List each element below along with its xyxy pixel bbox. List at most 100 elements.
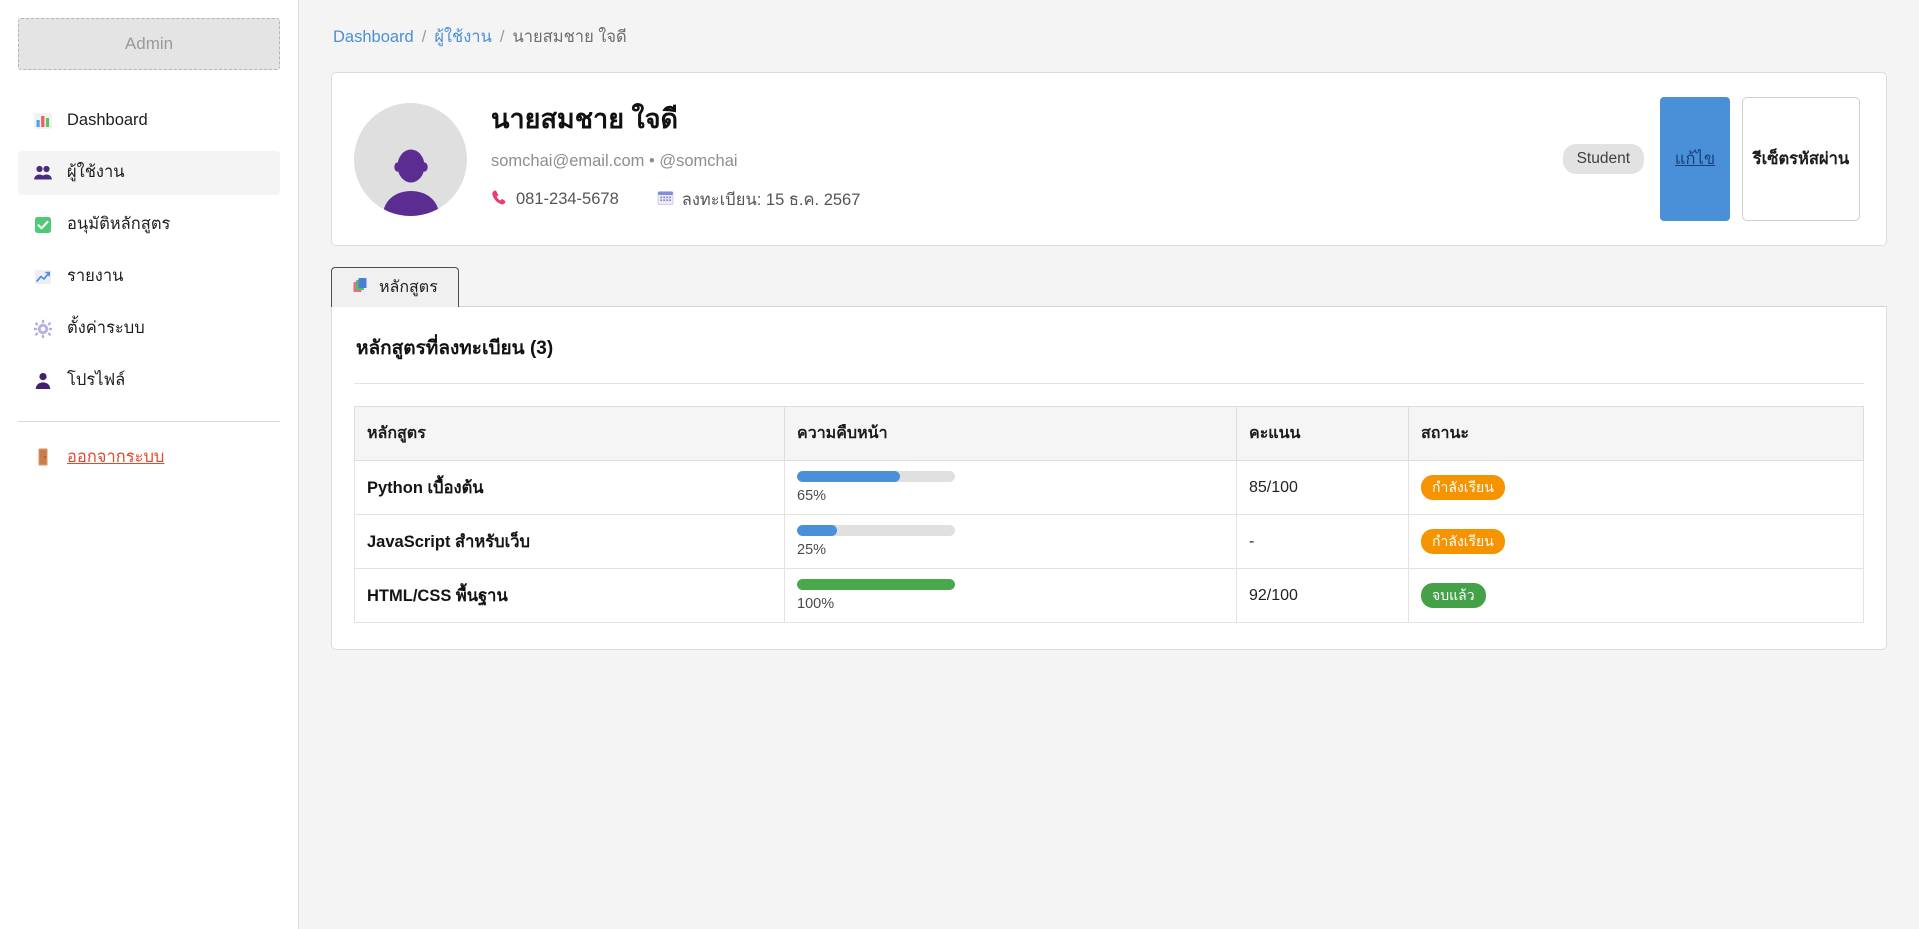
progress-fill [797,471,900,482]
course-name: Python เบื้องต้น [367,478,484,497]
column-header-score[interactable]: คะแนน [1236,406,1409,461]
brand-logo-placeholder: Admin [18,18,280,70]
sidebar-item-label: รายงาน [67,266,124,285]
course-name: HTML/CSS พื้นฐาน [367,586,508,605]
profile-contact-separator: • [648,151,655,170]
cell-progress: 25% [784,514,1237,569]
sidebar-item-label: อนุมัติหลักสูตร [67,214,171,233]
phone-icon [491,189,508,211]
profile-phone-item: 081-234-5678 [491,189,619,211]
role-badge: Student [1562,144,1644,174]
table-row[interactable]: Python เบื้องต้น 65% 85/100 [354,460,1864,515]
status-badge: กำลังเรียน [1421,529,1505,554]
progress-bar: 25% [797,525,955,558]
cell-course: Python เบื้องต้น [354,460,785,515]
status-badge: กำลังเรียน [1421,475,1505,500]
progress-bar: 65% [797,471,955,504]
column-header-progress[interactable]: ความคืบหน้า [784,406,1237,461]
sidebar-item-approve-courses[interactable]: อนุมัติหลักสูตร [18,203,280,247]
profile-meta-line: 081-234-5678 [491,187,1563,213]
courses-table: หลักสูตร ความคืบหน้า คะแนน สถานะ Python … [354,406,1864,623]
table-header-row: หลักสูตร ความคืบหน้า คะแนน สถานะ [354,406,1864,461]
profile-card: นายสมชาย ใจดี somchai@email.com • @somch… [331,72,1887,246]
progress-fill [797,525,837,536]
table-row[interactable]: JavaScript สำหรับเว็บ 25% - [354,514,1864,569]
brand-label: Admin [124,34,174,53]
sidebar-item-label: ผู้ใช้งาน [67,162,125,181]
edit-button-label: แก้ไข [1674,149,1716,168]
profile-registered-date: ลงทะเบียน: 15 ธ.ค. 2567 [681,190,861,209]
cell-score: - [1236,514,1409,569]
sidebar-item-users[interactable]: ผู้ใช้งาน [18,151,280,195]
profile-actions: Student แก้ไข รีเซ็ตรหัสผ่าน [1562,73,1860,245]
cell-status: กำลังเรียน [1408,514,1864,569]
column-header-course[interactable]: หลักสูตร [354,406,785,461]
breadcrumb-item-dashboard[interactable]: Dashboard [333,27,414,46]
sidebar-divider [18,421,280,422]
sidebar-nav: Dashboard ผู้ใช้งาน [18,99,280,403]
sidebar-item-profile[interactable]: โปรไฟล์ [18,359,280,403]
sidebar-item-reports[interactable]: รายงาน [18,255,280,299]
breadcrumb: Dashboard / ผู้ใช้งาน / นายสมชาย ใจดี [331,24,1887,50]
sidebar-item-label: โปรไฟล์ [67,370,126,389]
users-icon [32,162,54,184]
cell-status: จบแล้ว [1408,568,1864,623]
sidebar-item-label: ตั้งค่าระบบ [67,318,145,337]
door-exit-icon [32,446,54,468]
sidebar-item-label: Dashboard [67,110,148,129]
column-header-status[interactable]: สถานะ [1408,406,1864,461]
tab-label: หลักสูตร [379,279,438,296]
profile-phone: 081-234-5678 [516,190,619,209]
courses-table-head: หลักสูตร ความคืบหน้า คะแนน สถานะ [354,406,1864,461]
cell-progress: 65% [784,460,1237,515]
progress-percent-label: 25% [797,542,827,558]
progress-track [797,525,955,536]
sidebar-item-system-settings[interactable]: ตั้งค่าระบบ [18,307,280,351]
logout-button[interactable]: ออกจากระบบ [18,444,280,470]
cell-score: 85/100 [1236,460,1409,515]
breadcrumb-item-users[interactable]: ผู้ใช้งาน [434,28,492,46]
profile-contact-line: somchai@email.com • @somchai [491,152,1563,171]
reset-password-button-label: รีเซ็ตรหัสผ่าน [1752,149,1850,168]
sidebar: Admin Dashboard [0,0,299,929]
courses-panel-title: หลักสูตรที่ลงทะเบียน (3) [354,329,1864,384]
status-badge: จบแล้ว [1421,583,1486,608]
table-row[interactable]: HTML/CSS พื้นฐาน 100% 92/100 [354,568,1864,623]
cell-progress: 100% [784,568,1237,623]
progress-fill [797,579,955,590]
progress-percent-label: 100% [797,596,835,612]
cell-score: 92/100 [1236,568,1409,623]
reset-password-button[interactable]: รีเซ็ตรหัสผ่าน [1742,97,1860,221]
course-name: JavaScript สำหรับเว็บ [367,532,530,551]
profile-email: somchai@email.com [491,151,645,170]
progress-bar: 100% [797,579,955,612]
courses-panel: หลักสูตรที่ลงทะเบียน (3) หลักสูตร ความคื… [331,307,1887,650]
calendar-icon [657,189,674,211]
line-chart-icon [32,266,54,288]
tab-strip: หลักสูตร [331,266,1887,307]
sidebar-item-dashboard[interactable]: Dashboard [18,99,280,143]
breadcrumb-separator: / [421,27,427,46]
tab-courses[interactable]: หลักสูตร [331,267,459,307]
profile-username: @somchai [659,151,738,170]
cell-course: HTML/CSS พื้นฐาน [354,568,785,623]
cell-status: กำลังเรียน [1408,460,1864,515]
books-icon [352,276,370,299]
breadcrumb-separator: / [499,27,505,46]
progress-track [797,579,955,590]
breadcrumb-item-current: นายสมชาย ใจดี [512,28,627,46]
profile-registered-item: ลงทะเบียน: 15 ธ.ค. 2567 [657,187,861,213]
edit-button[interactable]: แก้ไข [1660,97,1730,221]
logout-label: ออกจากระบบ [67,447,165,466]
page-title: นายสมชาย ใจดี [491,104,679,135]
profile-info: นายสมชาย ใจดี somchai@email.com • @somch… [491,104,1563,213]
check-box-icon [32,214,54,236]
main-content: Dashboard / ผู้ใช้งาน / นายสมชาย ใจดี นา… [299,0,1919,929]
bar-chart-icon [32,110,54,132]
progress-percent-label: 65% [797,488,827,504]
gear-icon [32,318,54,340]
person-icon [32,370,54,392]
progress-track [797,471,955,482]
cell-course: JavaScript สำหรับเว็บ [354,514,785,569]
